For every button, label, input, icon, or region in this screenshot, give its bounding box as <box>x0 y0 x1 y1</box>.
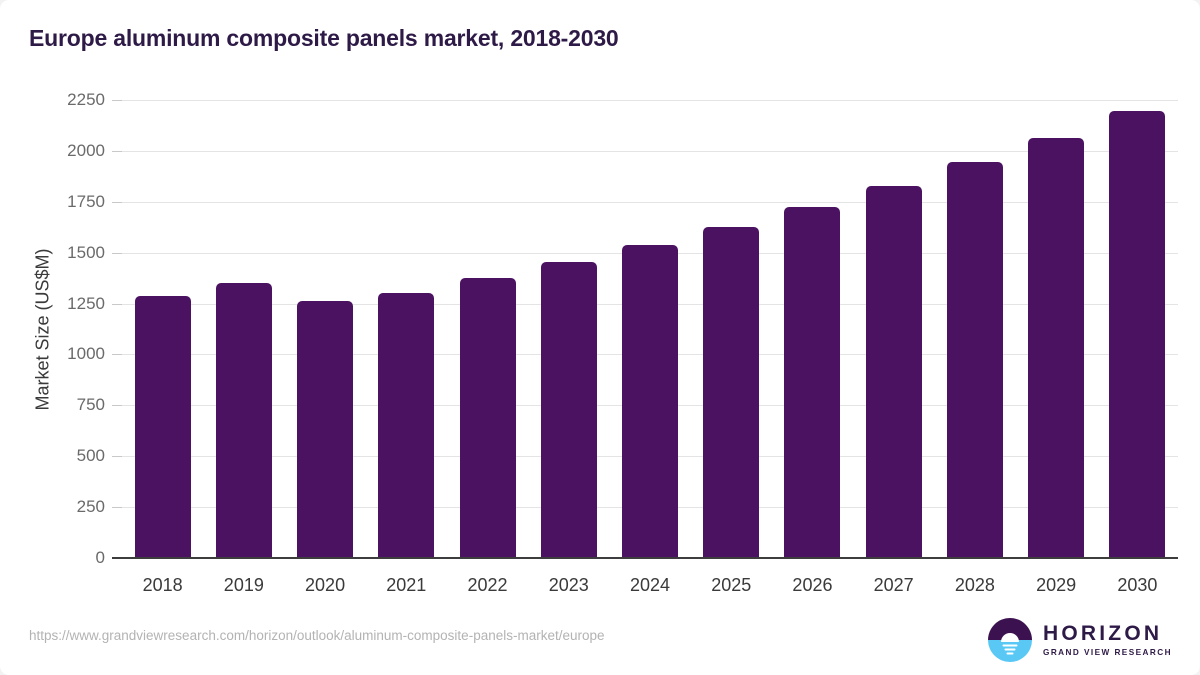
x-tick-label: 2029 <box>1036 575 1077 595</box>
y-tick-mark <box>112 354 122 356</box>
y-tick-label: 0 <box>95 548 105 567</box>
plot-area: 0 250 500 750 1000 1250 1500 1750 2000 2250 2018 2… <box>67 90 1178 595</box>
x-tick-label: 2022 <box>467 575 508 595</box>
bar-slot: 2021 <box>366 100 447 595</box>
bar[interactable] <box>1109 111 1166 558</box>
x-tick-label: 2024 <box>629 575 671 595</box>
y-axis-title: Market Size (US$M) <box>30 100 56 558</box>
bar[interactable] <box>540 262 597 558</box>
bar-slot: 2020 <box>284 100 365 595</box>
y-tick-label: 2250 <box>67 90 105 109</box>
y-axis-title-label: Market Size (US$M) <box>32 247 53 411</box>
bar-series: 2018 2019 2020 2021 2022 2023 2024 2025 2026 2027… <box>122 100 1178 595</box>
bar[interactable] <box>703 226 760 558</box>
y-tick-label: 250 <box>76 497 105 517</box>
y-tick-label: 1750 <box>67 191 105 211</box>
source-url[interactable]: https://www.grandviewresearch.com/horizo… <box>29 628 605 643</box>
horizon-logo-icon <box>988 618 1032 662</box>
y-tick-label: 2000 <box>67 140 105 160</box>
y-tick-label: 500 <box>76 446 105 466</box>
y-tick-mark <box>112 201 122 203</box>
bar[interactable] <box>215 283 272 558</box>
bar-slot: 2025 <box>691 100 772 595</box>
y-tick-mark <box>112 456 122 458</box>
y-tick-mark <box>112 252 122 254</box>
y-tick-label: 1250 <box>67 293 105 313</box>
x-tick-label: 2019 <box>223 575 264 595</box>
x-tick-label: 2020 <box>305 575 346 595</box>
bar-slot: 2026 <box>772 100 853 595</box>
bar[interactable] <box>865 185 922 558</box>
bar-slot: 2028 <box>934 100 1015 595</box>
x-tick-label: 2023 <box>548 575 589 595</box>
bar-slot: 2029 <box>1016 100 1097 595</box>
bar[interactable] <box>621 244 678 558</box>
bar-slot: 2024 <box>609 100 690 595</box>
gridline <box>122 201 1178 203</box>
bar[interactable] <box>784 206 841 558</box>
bar[interactable] <box>134 295 191 558</box>
bar-slot: 2019 <box>203 100 284 595</box>
x-tick-label: 2025 <box>711 575 752 595</box>
bar[interactable] <box>946 162 1003 558</box>
logo-name: HORIZON <box>1043 622 1163 646</box>
y-tick-label: 750 <box>76 395 105 415</box>
bar-slot: 2018 <box>122 100 203 595</box>
bar-slot: 2022 <box>447 100 528 595</box>
y-tick-label: 1500 <box>67 242 105 262</box>
x-tick-label: 2027 <box>873 575 914 595</box>
bar[interactable] <box>378 292 435 558</box>
y-tick-mark <box>112 507 122 509</box>
y-tick-mark <box>112 405 122 407</box>
gridline <box>122 150 1178 152</box>
bar-slot: 2030 <box>1097 100 1178 595</box>
y-tick-mark <box>112 100 122 101</box>
bar[interactable] <box>297 301 354 558</box>
x-axis-line <box>112 557 1178 559</box>
bar-slot: 2023 <box>528 100 609 595</box>
y-tick-mark <box>112 303 122 305</box>
bar[interactable] <box>1028 138 1085 558</box>
horizon-logo-text: HORIZON GRAND VIEW RESEARCH <box>1043 622 1172 657</box>
gridline <box>122 100 1178 101</box>
x-tick-label: 2028 <box>954 575 995 595</box>
bar-slot: 2027 <box>853 100 934 595</box>
x-tick-label: 2026 <box>792 575 833 595</box>
chart-title: Europe aluminum composite panels market,… <box>29 25 619 51</box>
x-tick-label: 2030 <box>1117 575 1158 595</box>
bar[interactable] <box>459 278 516 558</box>
x-tick-label: 2018 <box>142 575 183 595</box>
x-tick-label: 2021 <box>386 575 427 595</box>
y-tick-mark <box>112 150 122 152</box>
horizon-logo: HORIZON GRAND VIEW RESEARCH <box>988 618 1172 662</box>
logo-tagline: GRAND VIEW RESEARCH <box>1043 647 1172 657</box>
y-tick-label: 1000 <box>67 344 105 364</box>
